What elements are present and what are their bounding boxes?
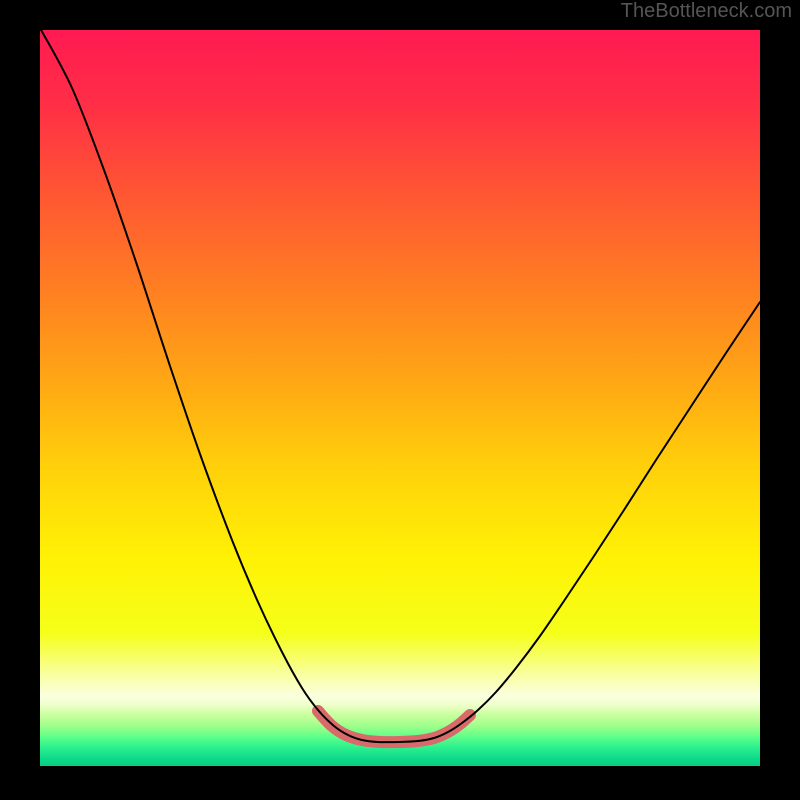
watermark-text: TheBottleneck.com bbox=[621, 0, 792, 23]
gradient-plot-area bbox=[40, 30, 760, 766]
bottleneck-chart bbox=[0, 0, 800, 800]
chart-stage: TheBottleneck.com bbox=[0, 0, 800, 800]
